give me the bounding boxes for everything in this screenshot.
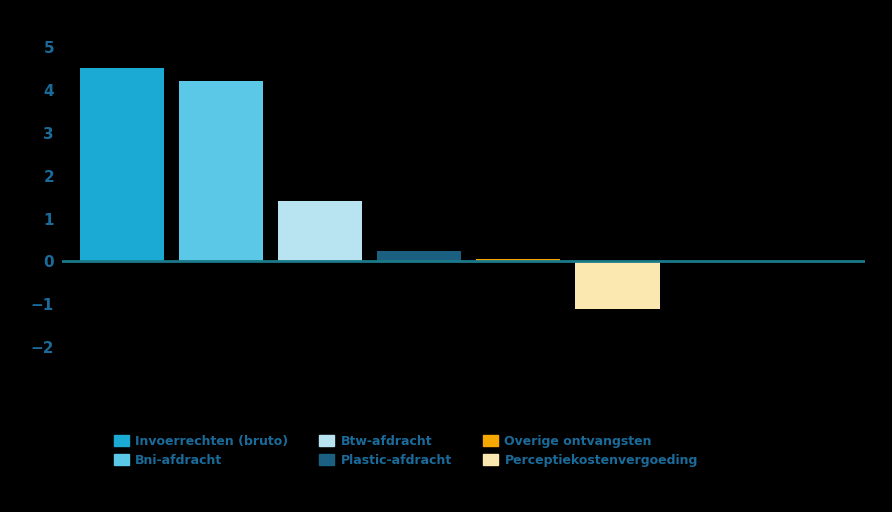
- Bar: [575, 262, 659, 309]
- Bar: [377, 251, 461, 262]
- Bar: [79, 69, 164, 262]
- Bar: [179, 81, 263, 262]
- Legend: Invoerrechten (bruto), Bni-afdracht, Btw-afdracht, Plastic-afdracht, Overige ont: Invoerrechten (bruto), Bni-afdracht, Btw…: [109, 430, 703, 472]
- Bar: [278, 201, 362, 262]
- Bar: [476, 259, 560, 262]
